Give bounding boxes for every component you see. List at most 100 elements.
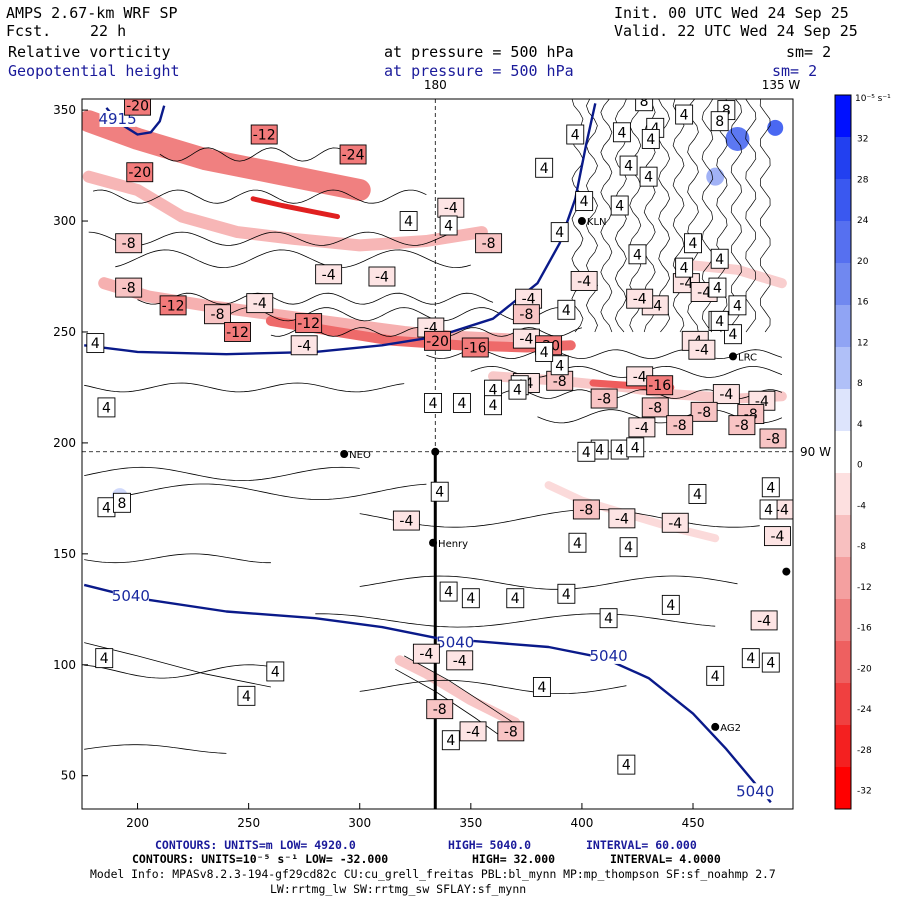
vorticity-label-8: -8	[122, 281, 136, 297]
vorticity-label-box-72	[452, 393, 471, 413]
colorbar-swatch-5	[835, 305, 851, 348]
vorticity-label-box-63	[728, 295, 747, 316]
x-tick-label-2: 300	[348, 816, 371, 830]
vorticity-label-5: -8	[122, 236, 136, 252]
height-contour-0	[83, 583, 772, 804]
vorticity-label-72: 4	[457, 396, 466, 412]
vorticity-label-box-87	[557, 583, 576, 604]
field1-level: at pressure = 500 hPa	[384, 43, 574, 61]
lon-label-180: 180	[424, 78, 447, 92]
vorticity-label-36: -8	[673, 418, 687, 434]
x-tick-label-4: 400	[570, 816, 593, 830]
field1-name: Relative vorticity	[8, 43, 171, 61]
vorticity-label-box-49	[763, 526, 791, 547]
vorticity-label-box-100	[399, 211, 418, 231]
vorticity-label-112: 4	[644, 170, 653, 186]
vorticity-label-20: -4	[297, 338, 311, 354]
ripple-contour-12	[745, 99, 757, 333]
station-marker-5	[431, 447, 440, 456]
y-tick-label-6: 350	[53, 103, 76, 117]
vorticity-label-73: 4	[429, 396, 438, 412]
vorticity-label-box-45	[572, 499, 600, 520]
station-marker-1	[429, 538, 438, 547]
vorticity-label-92: 4	[271, 664, 280, 680]
vorticity-label-76: 4	[615, 443, 624, 459]
vorticity-label-box-101	[439, 215, 458, 236]
vorticity-label-6: -8	[482, 236, 496, 252]
vorticity-label-box-108	[612, 122, 631, 143]
vorticity-label-98: 4	[622, 758, 631, 774]
vorticity-label-box-36	[666, 415, 694, 436]
vorticity-label-50: -4	[757, 613, 771, 629]
vorticity-label-box-25	[590, 388, 618, 409]
vorticity-label-118: 8	[715, 114, 724, 130]
vorticity-label-30: -4	[695, 343, 709, 359]
vorticity-label-40: -4	[633, 292, 647, 308]
vorticity-contour-16	[359, 679, 627, 694]
station-label-ag2: AG2	[720, 723, 741, 734]
vorticity-label-99: 4	[766, 480, 775, 496]
vorticity-contour-1	[115, 249, 471, 269]
vorticity-positive-patch-1	[767, 119, 784, 136]
valid-time: Valid. 22 UTC Wed 24 Sep 25	[614, 22, 858, 40]
station-label-neo: NEO	[349, 450, 371, 461]
contour2-high: HIGH= 32.000	[472, 852, 556, 866]
vorticity-label-27: -4	[633, 369, 647, 385]
vorticity-label-75: 4	[595, 443, 604, 459]
vorticity-label-59: 8	[118, 496, 127, 512]
vorticity-label-box-84	[439, 581, 458, 602]
colorbar-label-4: 16	[857, 298, 869, 308]
vorticity-label-box-30	[688, 339, 716, 360]
vorticity-label-box-90	[95, 648, 114, 669]
colorbar-label-8: 0	[857, 461, 863, 471]
vorticity-label-90: 4	[100, 651, 109, 667]
y-tick-label-2: 150	[53, 547, 76, 561]
vorticity-label-66: 4	[555, 358, 564, 374]
vorticity-label-53: -8	[433, 702, 447, 718]
vorticity-label-69: 4	[489, 383, 498, 399]
vorticity-label-47: -4	[668, 516, 682, 532]
model-info-physics: LW:rrtmg_lw SW:rrtmg_sw SFLAY:sf_mynn	[270, 882, 527, 896]
colorbar-swatch-9	[835, 473, 851, 516]
vorticity-label-11: -8	[211, 307, 225, 323]
vorticity-label-box-61	[708, 277, 727, 298]
contour1-high: HIGH= 5040.0	[448, 838, 532, 852]
colorbar-label-7: 4	[857, 420, 863, 430]
vorticity-label-box-60	[628, 244, 647, 265]
vorticity-label-box-54	[459, 721, 487, 742]
vorticity-label-box-19	[424, 330, 451, 351]
vorticity-label-61: 4	[713, 281, 722, 297]
vorticity-label-box-114	[684, 233, 702, 254]
vorticity-label-box-42	[570, 270, 598, 291]
field2-smoothing: sm= 2	[772, 62, 818, 80]
y-tick-label-1: 100	[53, 658, 76, 672]
field2-level: at pressure = 500 hPa	[384, 62, 574, 80]
vorticity-label-35: -4	[635, 420, 649, 436]
vorticity-label-box-31	[712, 384, 740, 405]
vorticity-contour-10	[115, 483, 427, 500]
vorticity-label-box-21	[461, 337, 489, 358]
vorticity-label-19: -20	[426, 334, 449, 350]
vorticity-label-box-94	[706, 665, 725, 686]
height-label-2: 5040	[589, 647, 627, 665]
colorbar-swatch-4	[835, 263, 851, 306]
vorticity-label-104: 4	[624, 159, 633, 175]
height-contour-1	[84, 103, 597, 356]
vorticity-label-box-77	[577, 441, 596, 462]
vorticity-label-box-111	[610, 195, 629, 216]
vorticity-contour-17	[84, 744, 227, 754]
vorticity-shade-1	[82, 170, 488, 252]
vorticity-label-box-55	[497, 721, 525, 742]
lon-label-90w: 90 W	[800, 445, 831, 459]
vorticity-label-79: 4	[435, 485, 444, 501]
field2-name: Geopotential height	[8, 62, 180, 80]
vorticity-contour-12	[84, 553, 271, 564]
vorticity-label-box-105	[535, 157, 554, 178]
vorticity-label-115: 4	[715, 252, 724, 268]
vorticity-label-box-9	[368, 266, 396, 287]
vorticity-label-box-93	[532, 677, 551, 697]
vorticity-label-71: 4	[513, 383, 522, 399]
vorticity-shade-0	[82, 110, 371, 201]
vorticity-label-96: 4	[766, 656, 775, 672]
vorticity-label-78: 4	[631, 440, 640, 456]
